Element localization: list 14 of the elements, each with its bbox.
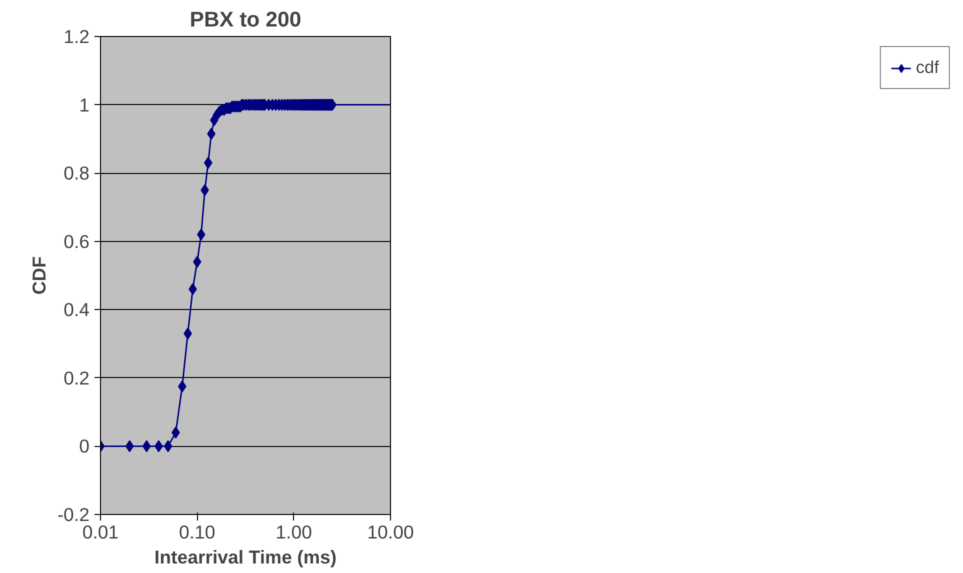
legend-label: cdf	[916, 57, 939, 78]
y-axis-title: CDF	[28, 256, 50, 295]
y-tick-label: 0	[79, 436, 90, 457]
x-axis-title: Intearrival Time (ms)	[154, 546, 337, 568]
x-tick-label: 10.00	[367, 522, 414, 542]
y-tick-label: 0.6	[64, 230, 90, 252]
y-tick-label: 1	[79, 94, 90, 116]
y-tick-label: 1.2	[64, 26, 90, 47]
chart-title: PBX to 200	[190, 8, 302, 32]
x-tick-label: 1.00	[276, 522, 312, 542]
y-tick-label: 0.8	[64, 162, 90, 184]
x-tick-label: 0.10	[179, 522, 216, 542]
y-tick-label: 0.4	[64, 299, 90, 320]
y-tick-label: 0.2	[64, 367, 90, 388]
